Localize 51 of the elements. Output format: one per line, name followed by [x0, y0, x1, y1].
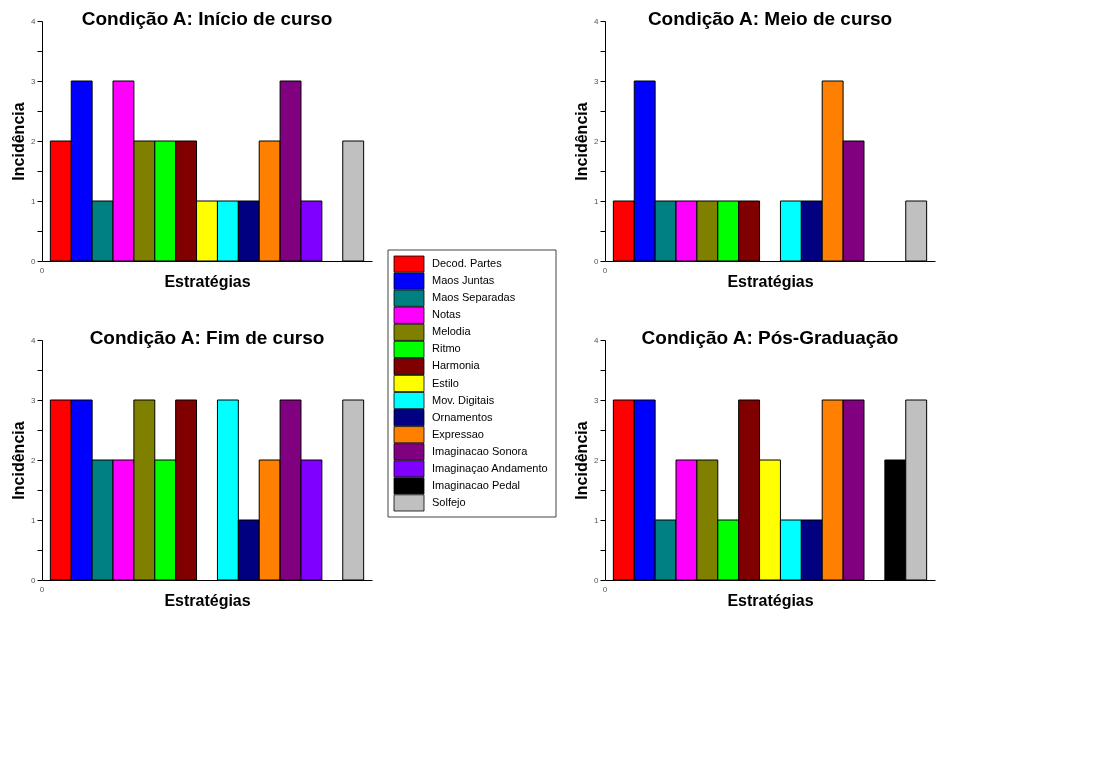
- y-tick-label: 0: [31, 256, 37, 266]
- text: 0: [39, 585, 45, 594]
- y-tick-label: 4: [594, 335, 600, 345]
- x-axis-title: Estratégias: [164, 591, 251, 609]
- legend-label: Ritmo: [432, 342, 461, 355]
- legend-label: Imaginacao Sonora: [432, 444, 529, 457]
- y-tick-label: 4: [31, 16, 37, 26]
- y-axis-title: Incidência: [10, 102, 28, 181]
- legend-label: Ornamentos: [432, 410, 494, 423]
- y-tick-label: 1: [594, 515, 600, 525]
- chart-title: Condição A: Início de curso: [81, 8, 333, 29]
- y-tick-label: 2: [31, 136, 37, 146]
- text: 0: [602, 585, 608, 594]
- x-axis-title: Estratégias: [727, 272, 814, 290]
- y-tick-label: 1: [31, 515, 37, 525]
- legend-label: Imaginaçao Andamento: [432, 461, 548, 474]
- y-tick-label: 1: [31, 196, 37, 206]
- y-tick-label: 3: [594, 76, 600, 86]
- y-axis-title: Incidência: [10, 421, 28, 500]
- x-axis-title: Estratégias: [727, 591, 814, 609]
- y-tick-label: 3: [31, 395, 37, 405]
- legend-label: Estilo: [432, 376, 459, 389]
- y-tick-label: 0: [594, 256, 600, 266]
- y-tick-label: 3: [594, 395, 600, 405]
- legend-label: Notas: [432, 308, 462, 321]
- legend-label: Solfejo: [432, 495, 466, 508]
- y-tick-label: 4: [594, 16, 600, 26]
- legend-label: Maos Juntas: [432, 274, 495, 287]
- y-tick-label: 0: [594, 575, 600, 585]
- chart-title: Condição A: Meio de curso: [647, 8, 893, 29]
- legend-label: Expressao: [432, 427, 484, 440]
- y-tick-label: 4: [31, 335, 37, 345]
- chart-title: Condição A: Pós-Graduação: [641, 327, 899, 348]
- x-axis-title: Estratégias: [164, 272, 251, 290]
- y-axis-title: Incidência: [573, 102, 591, 181]
- chart-title: Condição A: Fim de curso: [89, 327, 325, 348]
- legend-label: Harmonia: [432, 359, 481, 372]
- legend-label: Maos Separadas: [432, 291, 516, 304]
- y-tick-label: 2: [594, 136, 600, 146]
- y-tick-label: 2: [31, 455, 37, 465]
- y-tick-label: 2: [594, 455, 600, 465]
- legend-label: Imaginacao Pedal: [432, 478, 521, 491]
- y-tick-label: 3: [31, 76, 37, 86]
- y-tick-label: 1: [594, 196, 600, 206]
- y-axis-title: Incidência: [573, 421, 591, 500]
- legend-label: Melodia: [432, 325, 472, 338]
- y-tick-label: 0: [31, 575, 37, 585]
- text: 0: [39, 266, 45, 275]
- legend-label: Decod. Partes: [432, 257, 503, 270]
- legend-label: Mov. Digitais: [432, 393, 495, 406]
- text: 0: [602, 266, 608, 275]
